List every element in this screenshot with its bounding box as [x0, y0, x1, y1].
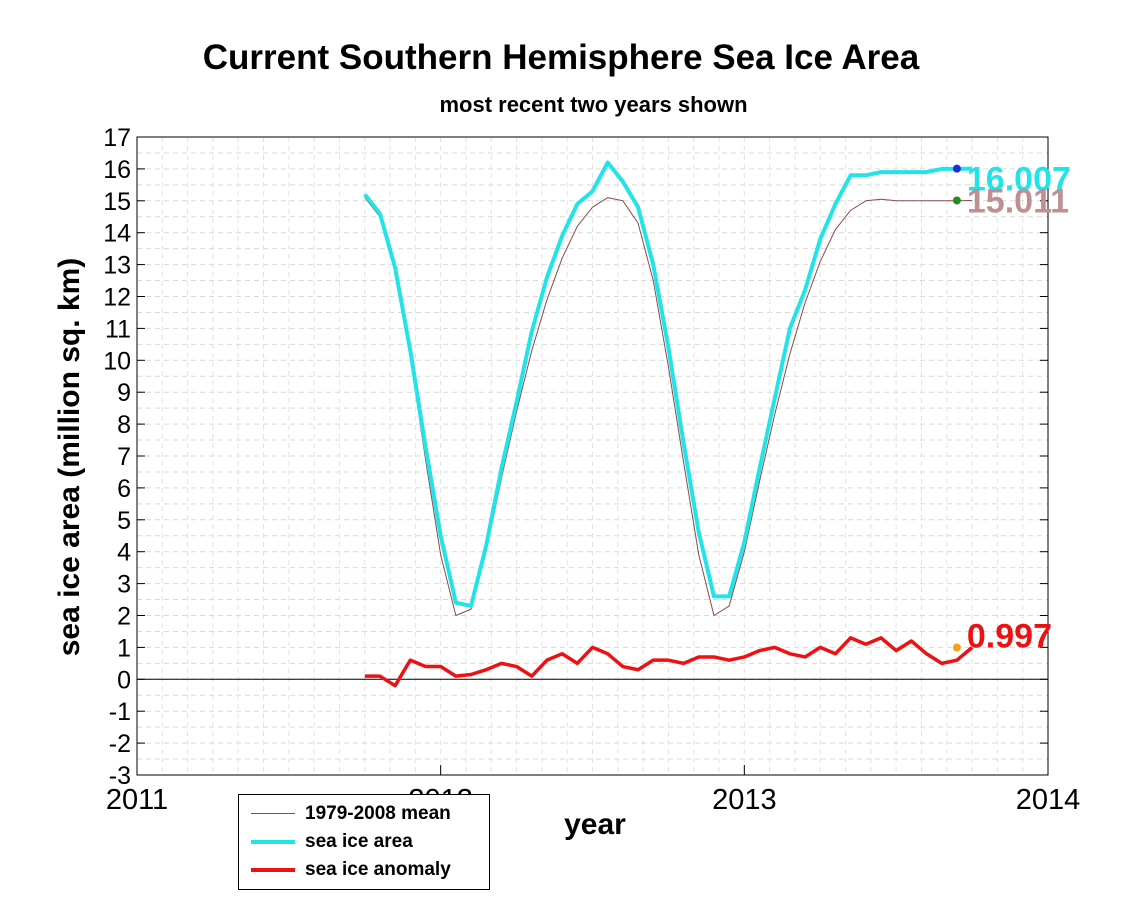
end-marker-dot — [952, 643, 961, 652]
y-tick-label: -3 — [109, 762, 131, 790]
y-tick-label: 1 — [117, 634, 131, 662]
legend-item-mean: 1979-2008 mean — [239, 801, 489, 827]
x-tick-label: 2013 — [712, 784, 777, 816]
y-tick-label: 3 — [117, 571, 131, 599]
legend-label-anomaly: sea ice anomaly — [305, 859, 451, 880]
series-line-area — [363, 160, 973, 608]
y-tick-label: 10 — [103, 347, 131, 375]
y-tick-label: 5 — [117, 507, 131, 535]
y-tick-label: 8 — [117, 411, 131, 439]
legend-swatch-mean — [251, 813, 295, 814]
end-marker-dot — [952, 196, 961, 205]
chart-legend: 1979-2008 mean sea ice area sea ice anom… — [238, 794, 490, 890]
y-axis-label: sea ice area (million sq. km) — [53, 257, 86, 657]
y-tick-label: 0 — [117, 666, 131, 694]
y-tick-label: 2 — [117, 603, 131, 631]
chart-subtitle: most recent two years shown — [439, 92, 748, 117]
series-line-mean — [364, 197, 973, 616]
x-tick-label: 2011 — [106, 784, 168, 816]
y-tick-label: 17 — [103, 124, 131, 152]
series-line-anomaly — [364, 636, 974, 688]
y-tick-label: 12 — [103, 284, 131, 312]
chart-title: Current Southern Hemisphere Sea Ice Area — [202, 38, 920, 77]
value-annotation: 15.011 — [967, 182, 1069, 220]
y-tick-label: 9 — [117, 379, 131, 407]
y-tick-label: 11 — [105, 315, 131, 343]
y-tick-label: 6 — [117, 475, 131, 503]
y-tick-label: 7 — [117, 443, 131, 471]
legend-label-area: sea ice area — [305, 831, 413, 852]
y-tick-label: 13 — [103, 252, 131, 280]
legend-swatch-anomaly — [251, 868, 295, 872]
x-axis-label: year — [564, 808, 626, 841]
y-tick-label: -1 — [109, 698, 131, 726]
value-annotation: 16.007 — [967, 161, 1071, 199]
y-tick-label: 16 — [103, 156, 131, 184]
value-annotation: 0.997 — [967, 617, 1052, 655]
legend-swatch-area — [251, 840, 295, 844]
legend-item-area: sea ice area — [239, 829, 489, 855]
y-tick-label: 14 — [103, 220, 131, 248]
x-tick-label: 2014 — [1016, 784, 1081, 816]
y-tick-label: 4 — [117, 539, 131, 567]
end-marker-dot — [952, 164, 961, 173]
legend-label-mean: 1979-2008 mean — [305, 803, 451, 824]
legend-item-anomaly: sea ice anomaly — [239, 857, 489, 883]
y-tick-label: -2 — [109, 730, 131, 758]
y-tick-label: 15 — [103, 188, 131, 216]
